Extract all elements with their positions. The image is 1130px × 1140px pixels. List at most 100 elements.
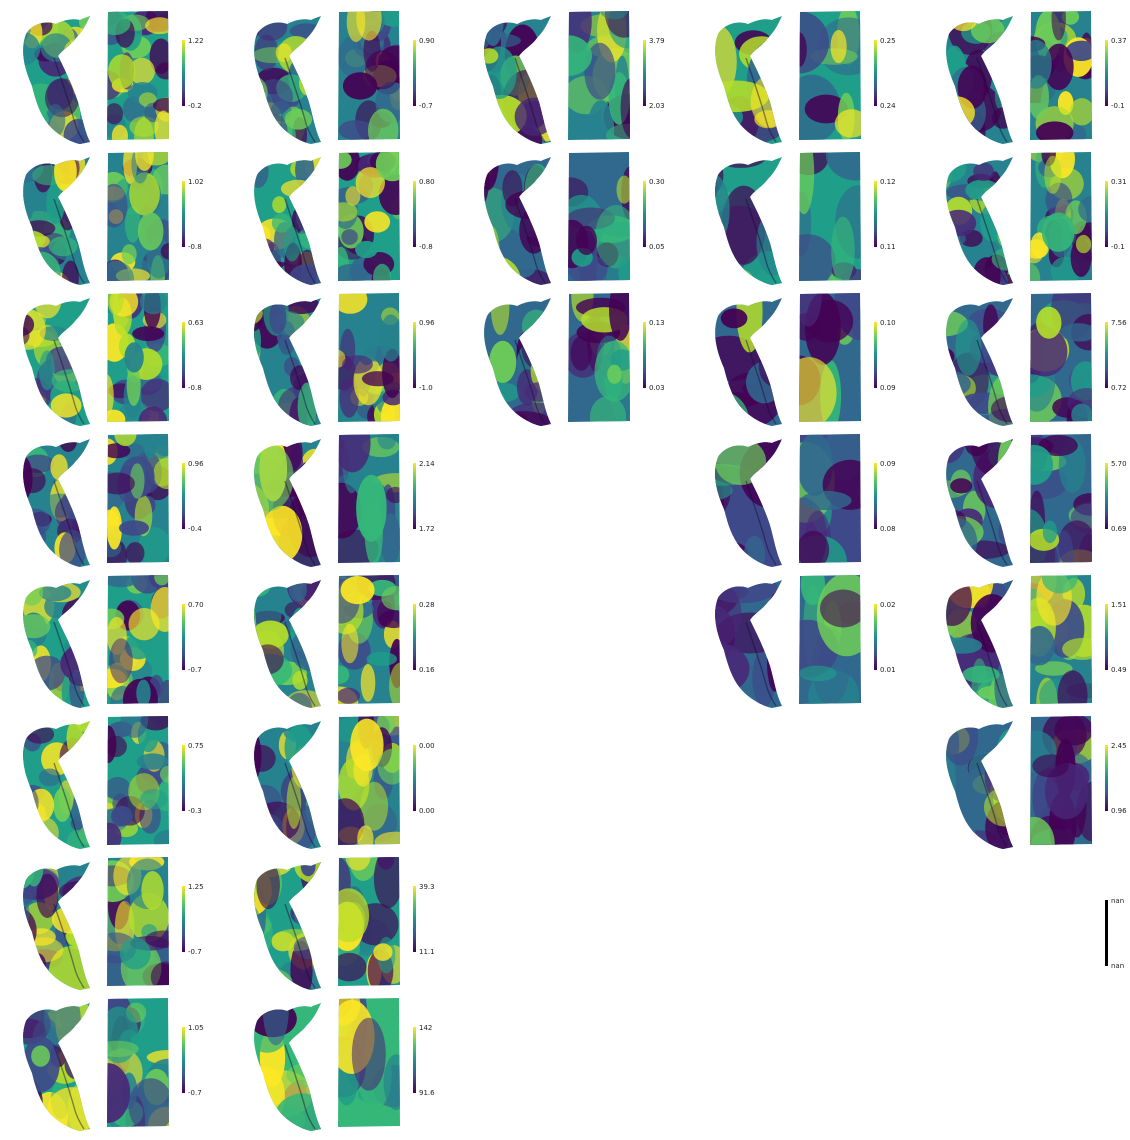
colorbar-max-label: 0.63: [188, 319, 204, 327]
hippocampus-surface-map: [946, 580, 1013, 708]
map-panel: 0.10 0.09: [694, 292, 909, 426]
colorbar: [182, 886, 185, 952]
colorbar-min-label: -0.8: [188, 243, 202, 251]
hippocampus-surface-map: [23, 862, 90, 990]
map-panel: 5.70 0.69: [925, 433, 1130, 567]
colorbar-max-label: 0.70: [188, 601, 204, 609]
map-panel: 0.31 -0.1: [925, 151, 1130, 285]
map-panel: 0.28 0.16: [233, 574, 448, 708]
hippocampus-surface-map: [715, 298, 782, 426]
colorbar: [874, 181, 877, 247]
colorbar: [874, 40, 877, 106]
unfolded-flatmap: [1030, 152, 1092, 281]
colorbar-min-label: nan: [1111, 962, 1125, 970]
colorbar: [643, 181, 646, 247]
unfolded-flatmap: [107, 857, 169, 986]
colorbar-min-label: 0.69: [1111, 525, 1127, 533]
unfolded-flatmap: [107, 716, 169, 845]
colorbar-min-label: 0.96: [1111, 807, 1127, 815]
colorbar: [1105, 322, 1108, 388]
map-panel: nan nan: [925, 856, 1130, 990]
hippocampus-surface-map: [23, 721, 90, 849]
colorbar-max-label: 1.25: [188, 883, 204, 891]
map-panel: 39.3 11.1: [233, 856, 448, 990]
unfolded-flatmap: [107, 293, 169, 422]
colorbar: [874, 322, 877, 388]
colorbar: [413, 463, 416, 529]
unfolded-flatmap: [1030, 11, 1092, 140]
colorbar-min-label: -0.7: [188, 948, 202, 956]
unfolded-flatmap: [338, 293, 400, 422]
colorbar: [413, 40, 416, 106]
colorbar-max-label: 1.22: [188, 37, 204, 45]
colorbar: [182, 1027, 185, 1093]
hippocampus-surface-map: [254, 157, 321, 285]
colorbar-min-label: 0.09: [880, 384, 896, 392]
colorbar: [1105, 463, 1108, 529]
colorbar: [1105, 900, 1108, 966]
unfolded-flatmap: [568, 11, 630, 140]
colorbar-min-label: 0.16: [419, 666, 435, 674]
hippocampus-surface-map: [715, 580, 782, 708]
colorbar-min-label: 0.03: [649, 384, 665, 392]
hippocampus-surface-map: [484, 16, 551, 144]
colorbar-min-label: -0.7: [419, 102, 433, 110]
colorbar-min-label: 11.1: [419, 948, 435, 956]
map-panel: 0.00 0.00: [233, 715, 448, 849]
hippocampus-surface-map: [254, 862, 321, 990]
colorbar-min-label: -1.0: [419, 384, 433, 392]
colorbar-max-label: 3.79: [649, 37, 665, 45]
colorbar-max-label: 0.10: [880, 319, 896, 327]
unfolded-flatmap: [107, 152, 169, 281]
colorbar-max-label: 5.70: [1111, 460, 1127, 468]
colorbar-max-label: 0.80: [419, 178, 435, 186]
colorbar-max-label: 0.00: [419, 742, 435, 750]
map-panel: 142 91.6: [233, 997, 448, 1131]
unfolded-flatmap: [1030, 716, 1092, 845]
colorbar: [413, 181, 416, 247]
map-panel: 0.96 -0.4: [2, 433, 217, 567]
hippocampus-surface-map: [23, 1003, 90, 1131]
hippocampus-surface-map: [254, 1003, 321, 1131]
map-panel: 0.70 -0.7: [2, 574, 217, 708]
colorbar-min-label: 0.01: [880, 666, 896, 674]
colorbar-max-label: 0.75: [188, 742, 204, 750]
hippocampus-surface-map: [484, 157, 551, 285]
colorbar: [874, 463, 877, 529]
colorbar-min-label: 0.11: [880, 243, 896, 251]
colorbar-min-label: 0.49: [1111, 666, 1127, 674]
hippocampus-surface-map: [715, 16, 782, 144]
unfolded-flatmap: [107, 434, 169, 563]
map-panel: 7.56 0.72: [925, 292, 1130, 426]
colorbar: [1105, 745, 1108, 811]
colorbar: [182, 463, 185, 529]
unfolded-flatmap: [568, 293, 630, 422]
colorbar: [182, 745, 185, 811]
map-panel: 0.25 0.24: [694, 10, 909, 144]
colorbar: [413, 745, 416, 811]
unfolded-flatmap: [107, 11, 169, 140]
colorbar-min-label: 2.03: [649, 102, 665, 110]
map-panel: 1.05 -0.7: [2, 997, 217, 1131]
colorbar-max-label: 0.09: [880, 460, 896, 468]
colorbar-max-label: 1.51: [1111, 601, 1127, 609]
unfolded-flatmap: [799, 293, 861, 422]
colorbar: [874, 604, 877, 670]
colorbar-min-label: -0.4: [188, 525, 202, 533]
colorbar: [182, 604, 185, 670]
hippocampus-surface-map: [715, 439, 782, 567]
colorbar-min-label: 0.08: [880, 525, 896, 533]
map-panel: 0.63 -0.8: [2, 292, 217, 426]
colorbar: [182, 322, 185, 388]
colorbar-min-label: 0.05: [649, 243, 665, 251]
colorbar-min-label: -0.7: [188, 1089, 202, 1097]
colorbar-max-label: nan: [1111, 897, 1125, 905]
hippocampus-surface-map: [23, 439, 90, 567]
map-panel: 0.90 -0.7: [233, 10, 448, 144]
unfolded-flatmap: [1030, 575, 1092, 704]
colorbar-min-label: 0.00: [419, 807, 435, 815]
hippocampus-surface-map: [23, 16, 90, 144]
colorbar-min-label: -0.1: [1111, 243, 1125, 251]
hippocampus-surface-map: [23, 580, 90, 708]
colorbar: [413, 322, 416, 388]
